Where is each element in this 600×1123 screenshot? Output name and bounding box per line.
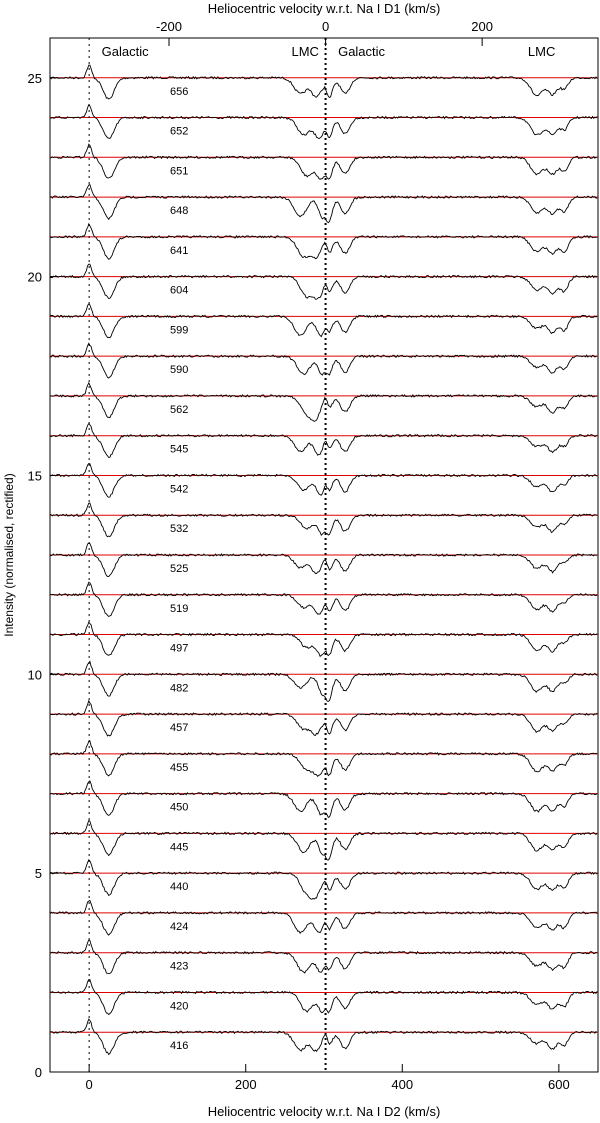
y-tick-label: 15 [28, 468, 42, 483]
spectrum-label-445: 445 [170, 841, 188, 853]
spectrum-label-416: 416 [170, 1040, 188, 1052]
spectrum-line-482 [49, 660, 598, 702]
spectrum-line-599 [49, 303, 598, 339]
spectrum-line-519 [49, 581, 598, 618]
x-axis-label: Heliocentric velocity w.r.t. Na I D2 (km… [208, 1104, 441, 1119]
spectrum-label-482: 482 [170, 682, 188, 694]
spectrum-line-545 [49, 422, 598, 458]
velocity-markers [88, 38, 327, 1072]
spectrum-line-652 [49, 103, 598, 140]
spectrum-label-440: 440 [170, 881, 188, 893]
spectrum-label-455: 455 [170, 762, 188, 774]
spectrum-label-497: 497 [170, 643, 188, 655]
annotation-1: LMC [291, 44, 318, 59]
region-annotations: Galactic LMC Galactic LMC [102, 44, 556, 59]
y-tick-label: 25 [28, 71, 42, 86]
spectrum-label-423: 423 [170, 961, 188, 973]
spectrum-line-424 [49, 899, 598, 936]
spectrum-line-445 [49, 819, 598, 861]
x-tick-label: 200 [235, 1077, 257, 1092]
spectrum-label-641: 641 [170, 245, 188, 257]
y-axis-label: Intensity (normalised, rectified) [2, 473, 16, 636]
spectrum-line-651 [49, 143, 598, 180]
spectrum-label-590: 590 [170, 364, 188, 376]
spectrum-line-656 [49, 64, 598, 100]
y-tick-label: 0 [35, 1065, 42, 1080]
annotation-2: Galactic [338, 44, 385, 59]
spectrum-line-641 [49, 222, 598, 260]
spectrum-label-532: 532 [170, 523, 188, 535]
spectrum-label-420: 420 [170, 1000, 188, 1012]
spectrum-label-648: 648 [170, 205, 188, 217]
x2-tick-label: 200 [471, 19, 493, 34]
spectrum-label-562: 562 [170, 404, 188, 416]
spectrum-label-599: 599 [170, 324, 188, 336]
spectrum-line-440 [49, 858, 598, 900]
spectrum-label-457: 457 [170, 722, 188, 734]
spectrum-line-455 [49, 740, 598, 777]
spectrum-line-525 [49, 542, 598, 577]
spectrum-label-450: 450 [170, 802, 188, 814]
spectrum-label-525: 525 [170, 563, 188, 575]
x2-tick-label: 0 [322, 19, 329, 34]
annotation-0: Galactic [102, 44, 149, 59]
spectrum-line-497 [49, 621, 598, 658]
spectrum-line-542 [49, 462, 598, 498]
spectrum-line-420 [49, 979, 598, 1016]
annotation-3: LMC [528, 44, 555, 59]
x2-axis-label: Heliocentric velocity w.r.t. Na I D1 (km… [208, 1, 441, 16]
spectrum-line-450 [49, 780, 598, 819]
spectrum-line-423 [49, 939, 598, 974]
x-tick-label: 0 [86, 1077, 93, 1092]
spectrum-label-651: 651 [170, 165, 188, 177]
spectra-traces [49, 64, 598, 1056]
x-tick-label: 600 [548, 1077, 570, 1092]
spectrum-line-457 [49, 699, 598, 737]
spectrum-label-519: 519 [170, 603, 188, 615]
y-tick-label: 20 [28, 270, 42, 285]
spectrum-line-532 [49, 502, 598, 538]
spectrum-line-648 [49, 184, 598, 224]
spectrum-label-545: 545 [170, 444, 188, 456]
x-tick-label: 400 [391, 1077, 413, 1092]
y-tick-label: 5 [35, 866, 42, 881]
spectrum-label-542: 542 [170, 483, 188, 495]
spectrum-label-656: 656 [170, 86, 188, 98]
spectrum-label-652: 652 [170, 126, 188, 138]
spectrum-line-416 [49, 1018, 598, 1056]
y-tick-label: 10 [28, 667, 42, 682]
x2-tick-label: -200 [156, 19, 182, 34]
spectrum-line-590 [49, 342, 598, 379]
spectrum-label-604: 604 [170, 285, 188, 297]
spectrum-label-424: 424 [170, 921, 188, 933]
axis-ticks: 0 200 400 600 -200 0 200 0 5 10 15 20 25 [28, 19, 570, 1092]
spectrum-line-562 [49, 381, 598, 422]
spectrum-line-604 [49, 263, 598, 300]
spectrum-labels: 656 652 651 648 641 604 599 590 562 545 542 532 525 5… [170, 86, 188, 1052]
